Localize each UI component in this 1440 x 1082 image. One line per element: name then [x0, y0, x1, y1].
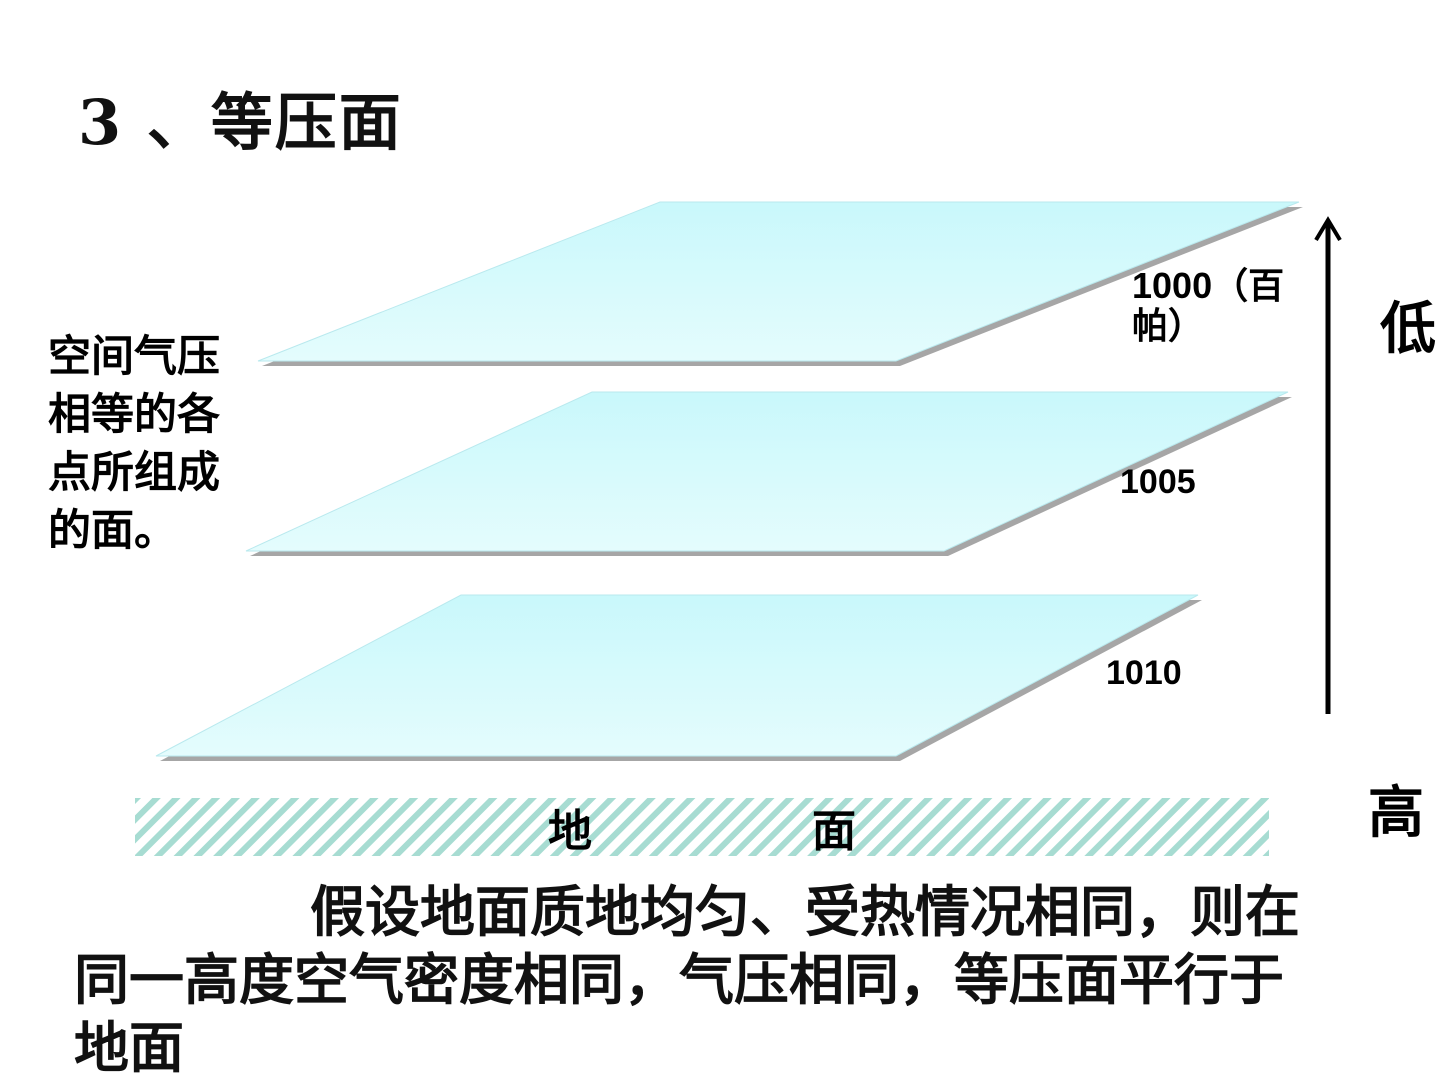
- ground-label-right: 面: [812, 806, 856, 857]
- definition-text: 空间气压相等的各点所组成的面。: [48, 332, 220, 556]
- explanation-text: 假设地面质地均匀、受热情况相同，则在同一高度空气密度相同，气压相同，等压面平行于…: [74, 879, 1301, 1080]
- surface-label-1000: 1000（百帕）: [1132, 265, 1285, 346]
- surface-label-1005: 1005: [1120, 463, 1196, 501]
- ground-strip: [135, 798, 1269, 856]
- surface-label-1010: 1010: [1106, 654, 1182, 692]
- pressure-axis-arrow: [1314, 216, 1342, 714]
- axis-label-high: 高: [1368, 781, 1424, 846]
- isobaric-plane-1000: [257, 201, 1303, 366]
- isobaric-plane-1010: [155, 594, 1202, 761]
- slide-title: 3 、等压面: [78, 86, 403, 159]
- isobaric-plane-1005: [245, 391, 1292, 556]
- axis-label-low: 低: [1380, 297, 1436, 362]
- ground-label-left: 地: [548, 806, 592, 857]
- ground-label: 地 面: [135, 798, 1269, 857]
